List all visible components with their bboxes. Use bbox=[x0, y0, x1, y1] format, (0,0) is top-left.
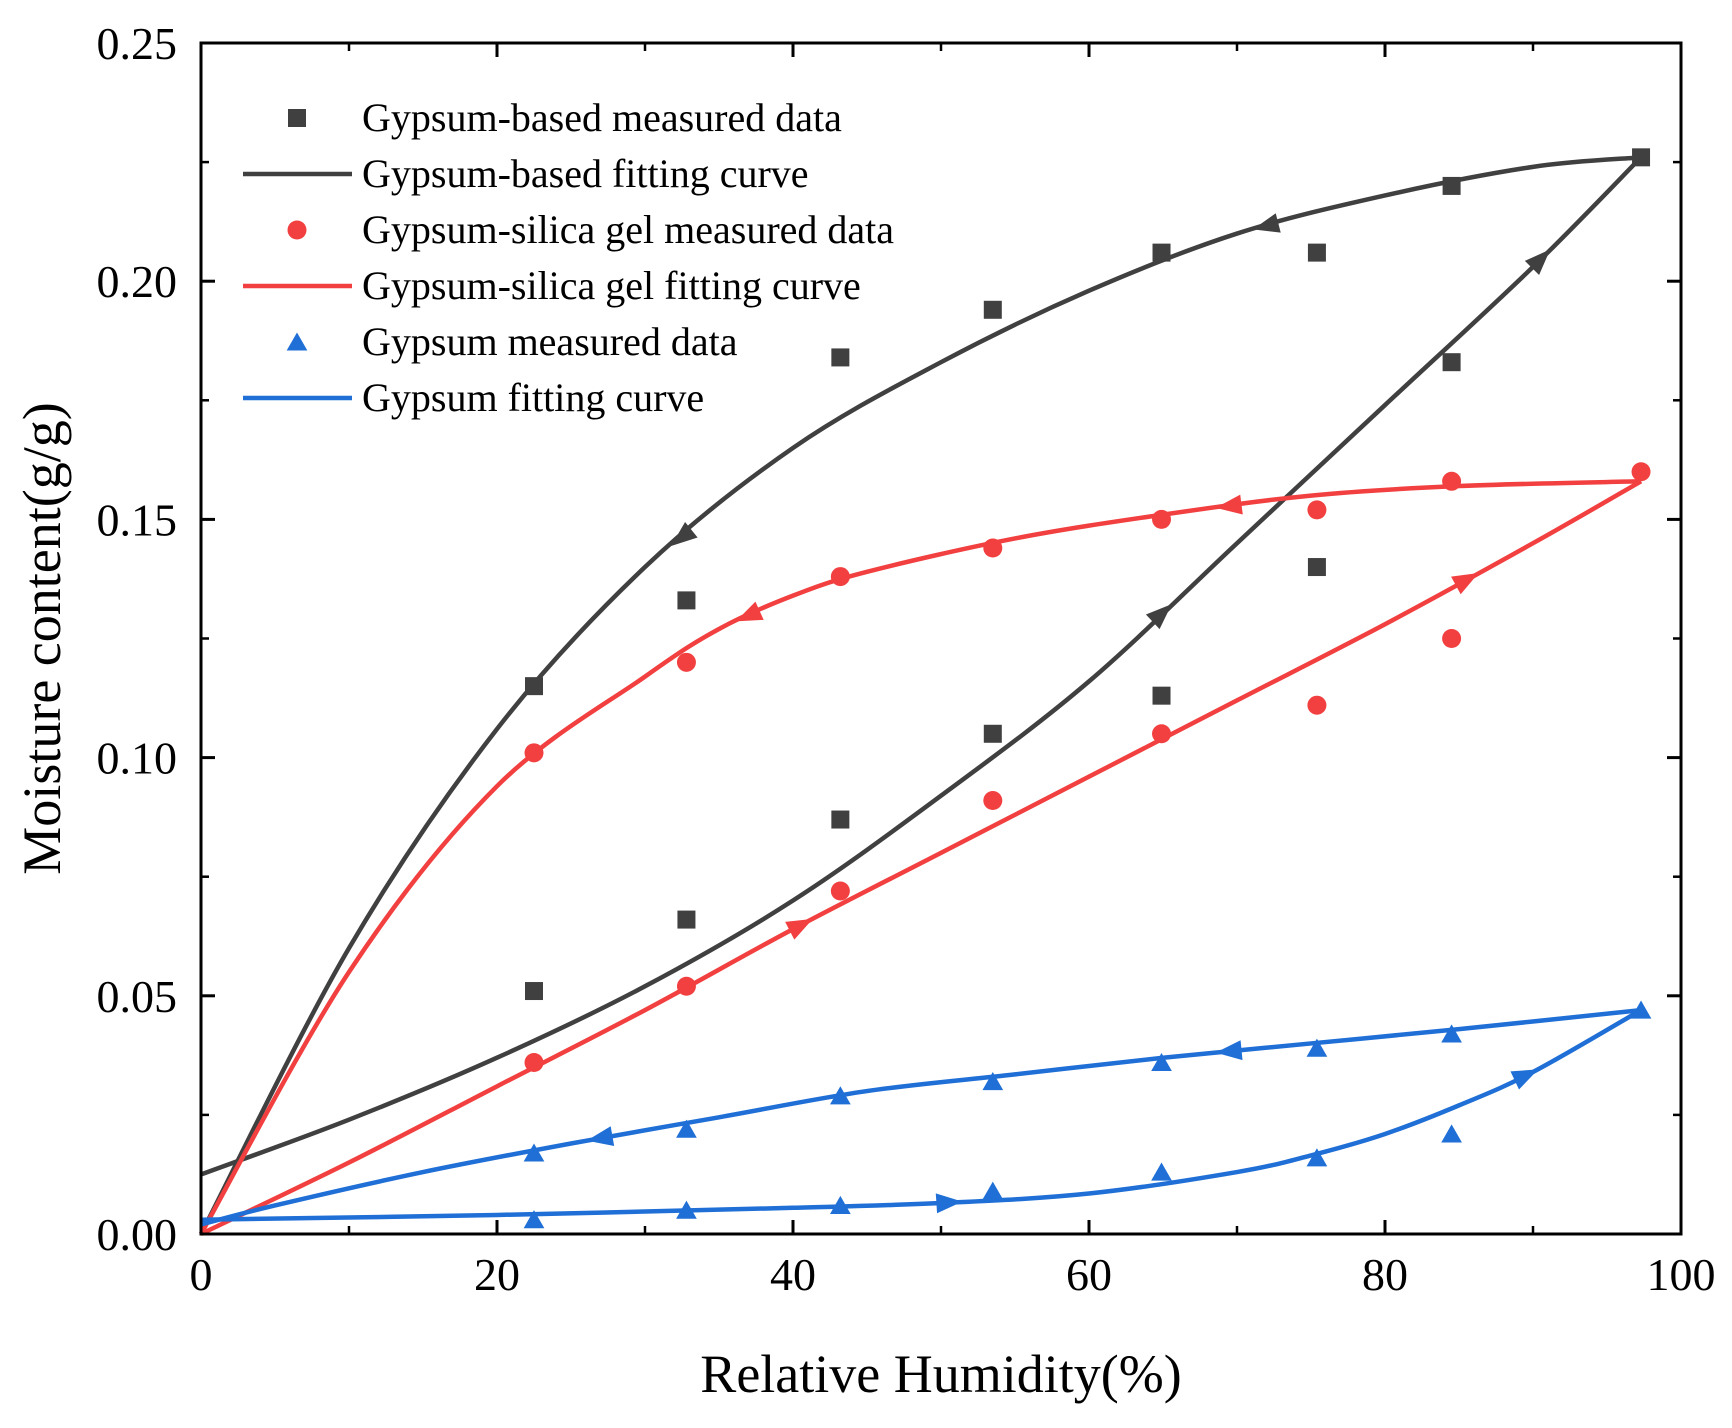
data-point bbox=[1152, 724, 1172, 744]
legend-label: Gypsum-silica gel fitting curve bbox=[362, 263, 861, 308]
direction-arrow bbox=[1215, 1040, 1243, 1061]
data-point bbox=[1306, 1148, 1328, 1167]
x-tick-label: 100 bbox=[1647, 1249, 1716, 1300]
direction-arrow bbox=[1524, 249, 1551, 275]
y-tick-label: 0.00 bbox=[97, 1209, 178, 1260]
legend-label: Gypsum fitting curve bbox=[362, 375, 704, 420]
data-point bbox=[830, 881, 850, 901]
direction-arrow bbox=[1253, 213, 1281, 233]
data-point bbox=[677, 910, 696, 929]
data-point bbox=[983, 790, 1003, 810]
data-point bbox=[983, 300, 1002, 319]
data-point bbox=[1442, 353, 1461, 372]
data-point bbox=[676, 652, 696, 672]
x-tick-label: 60 bbox=[1066, 1249, 1112, 1300]
data-point bbox=[523, 1210, 545, 1229]
direction-arrow bbox=[735, 601, 764, 622]
data-point bbox=[830, 567, 850, 587]
data-point bbox=[1307, 695, 1327, 715]
direction-arrow bbox=[1215, 494, 1243, 515]
direction-arrow bbox=[1510, 1069, 1539, 1090]
data-point bbox=[676, 976, 696, 996]
adsorption-curve bbox=[200, 1008, 1643, 1222]
data-point bbox=[1152, 243, 1171, 262]
data-point bbox=[525, 677, 543, 696]
data-point bbox=[523, 1143, 545, 1162]
legend-marker bbox=[286, 332, 308, 351]
legend-marker bbox=[287, 220, 307, 240]
data-point bbox=[1442, 471, 1462, 491]
data-point bbox=[1307, 500, 1327, 520]
direction-arrow bbox=[1451, 572, 1479, 595]
data-point bbox=[525, 982, 543, 1001]
data-point bbox=[831, 810, 850, 829]
y-tick-label: 0.05 bbox=[97, 971, 178, 1022]
data-point bbox=[1442, 176, 1461, 195]
direction-arrow bbox=[785, 918, 813, 940]
direction-arrow bbox=[1145, 604, 1172, 630]
data-point bbox=[1441, 1024, 1462, 1043]
data-point bbox=[524, 1052, 544, 1072]
legend: Gypsum-based measured data Gypsum-based f… bbox=[243, 95, 894, 420]
data-point bbox=[831, 348, 850, 367]
plot-content bbox=[199, 148, 1652, 1237]
data-point bbox=[676, 1200, 697, 1219]
measured-points-group bbox=[524, 462, 1651, 1072]
desorption-curve bbox=[199, 155, 1642, 1236]
adsorption-curve bbox=[200, 155, 1643, 1177]
data-point bbox=[1632, 148, 1651, 167]
direction-arrow bbox=[586, 1126, 615, 1146]
y-tick-label: 0.10 bbox=[97, 733, 178, 784]
legend-label: Gypsum-silica gel measured data bbox=[362, 207, 894, 252]
legend-label: Gypsum measured data bbox=[362, 319, 738, 364]
data-point bbox=[983, 538, 1003, 558]
y-axis-title: Moisture content(g/g) bbox=[12, 402, 72, 874]
data-point bbox=[982, 1072, 1004, 1091]
data-point bbox=[676, 1119, 697, 1138]
fitting-curve-group bbox=[199, 479, 1643, 1237]
x-tick-label: 0 bbox=[190, 1249, 213, 1300]
fitting-curve-group bbox=[199, 155, 1643, 1236]
data-point bbox=[982, 1181, 1004, 1200]
x-tick-label: 20 bbox=[474, 1249, 520, 1300]
data-point bbox=[1441, 1124, 1462, 1143]
y-tick-label: 0.25 bbox=[97, 18, 178, 69]
data-point bbox=[983, 724, 1002, 743]
direction-arrow bbox=[671, 521, 698, 547]
data-point bbox=[677, 591, 696, 610]
data-point bbox=[1442, 629, 1462, 648]
data-point bbox=[830, 1195, 851, 1214]
desorption-curve bbox=[200, 1007, 1642, 1227]
data-point bbox=[1306, 1038, 1328, 1057]
legend-marker bbox=[288, 109, 306, 127]
data-point bbox=[830, 1086, 851, 1105]
x-axis-title: Relative Humidity(%) bbox=[700, 1344, 1181, 1404]
x-tick-label: 40 bbox=[770, 1249, 816, 1300]
data-point bbox=[1630, 1000, 1652, 1019]
data-point bbox=[1307, 243, 1326, 262]
measured-points-group bbox=[523, 1000, 1652, 1229]
legend-label: Gypsum-based measured data bbox=[362, 95, 842, 140]
data-point bbox=[1307, 558, 1326, 577]
data-point bbox=[1152, 686, 1171, 705]
data-point bbox=[1152, 509, 1172, 529]
legend-label: Gypsum-based fitting curve bbox=[362, 151, 809, 196]
measured-points-group bbox=[525, 148, 1651, 1001]
adsorption-curve bbox=[200, 479, 1643, 1237]
axes: 0 20 40 60 80 100 0.00 0.05 0.10 0.15 0.20 0.25 bbox=[97, 18, 1716, 1300]
data-point bbox=[1151, 1052, 1172, 1072]
direction-arrow bbox=[935, 1193, 963, 1214]
x-tick-label: 80 bbox=[1362, 1249, 1408, 1300]
data-point bbox=[1151, 1162, 1172, 1181]
y-tick-label: 0.15 bbox=[97, 494, 178, 545]
fitting-curve-group bbox=[200, 1007, 1643, 1227]
data-point bbox=[1631, 462, 1651, 482]
y-tick-label: 0.20 bbox=[97, 256, 178, 307]
data-point bbox=[524, 743, 544, 763]
desorption-curve bbox=[199, 479, 1642, 1236]
